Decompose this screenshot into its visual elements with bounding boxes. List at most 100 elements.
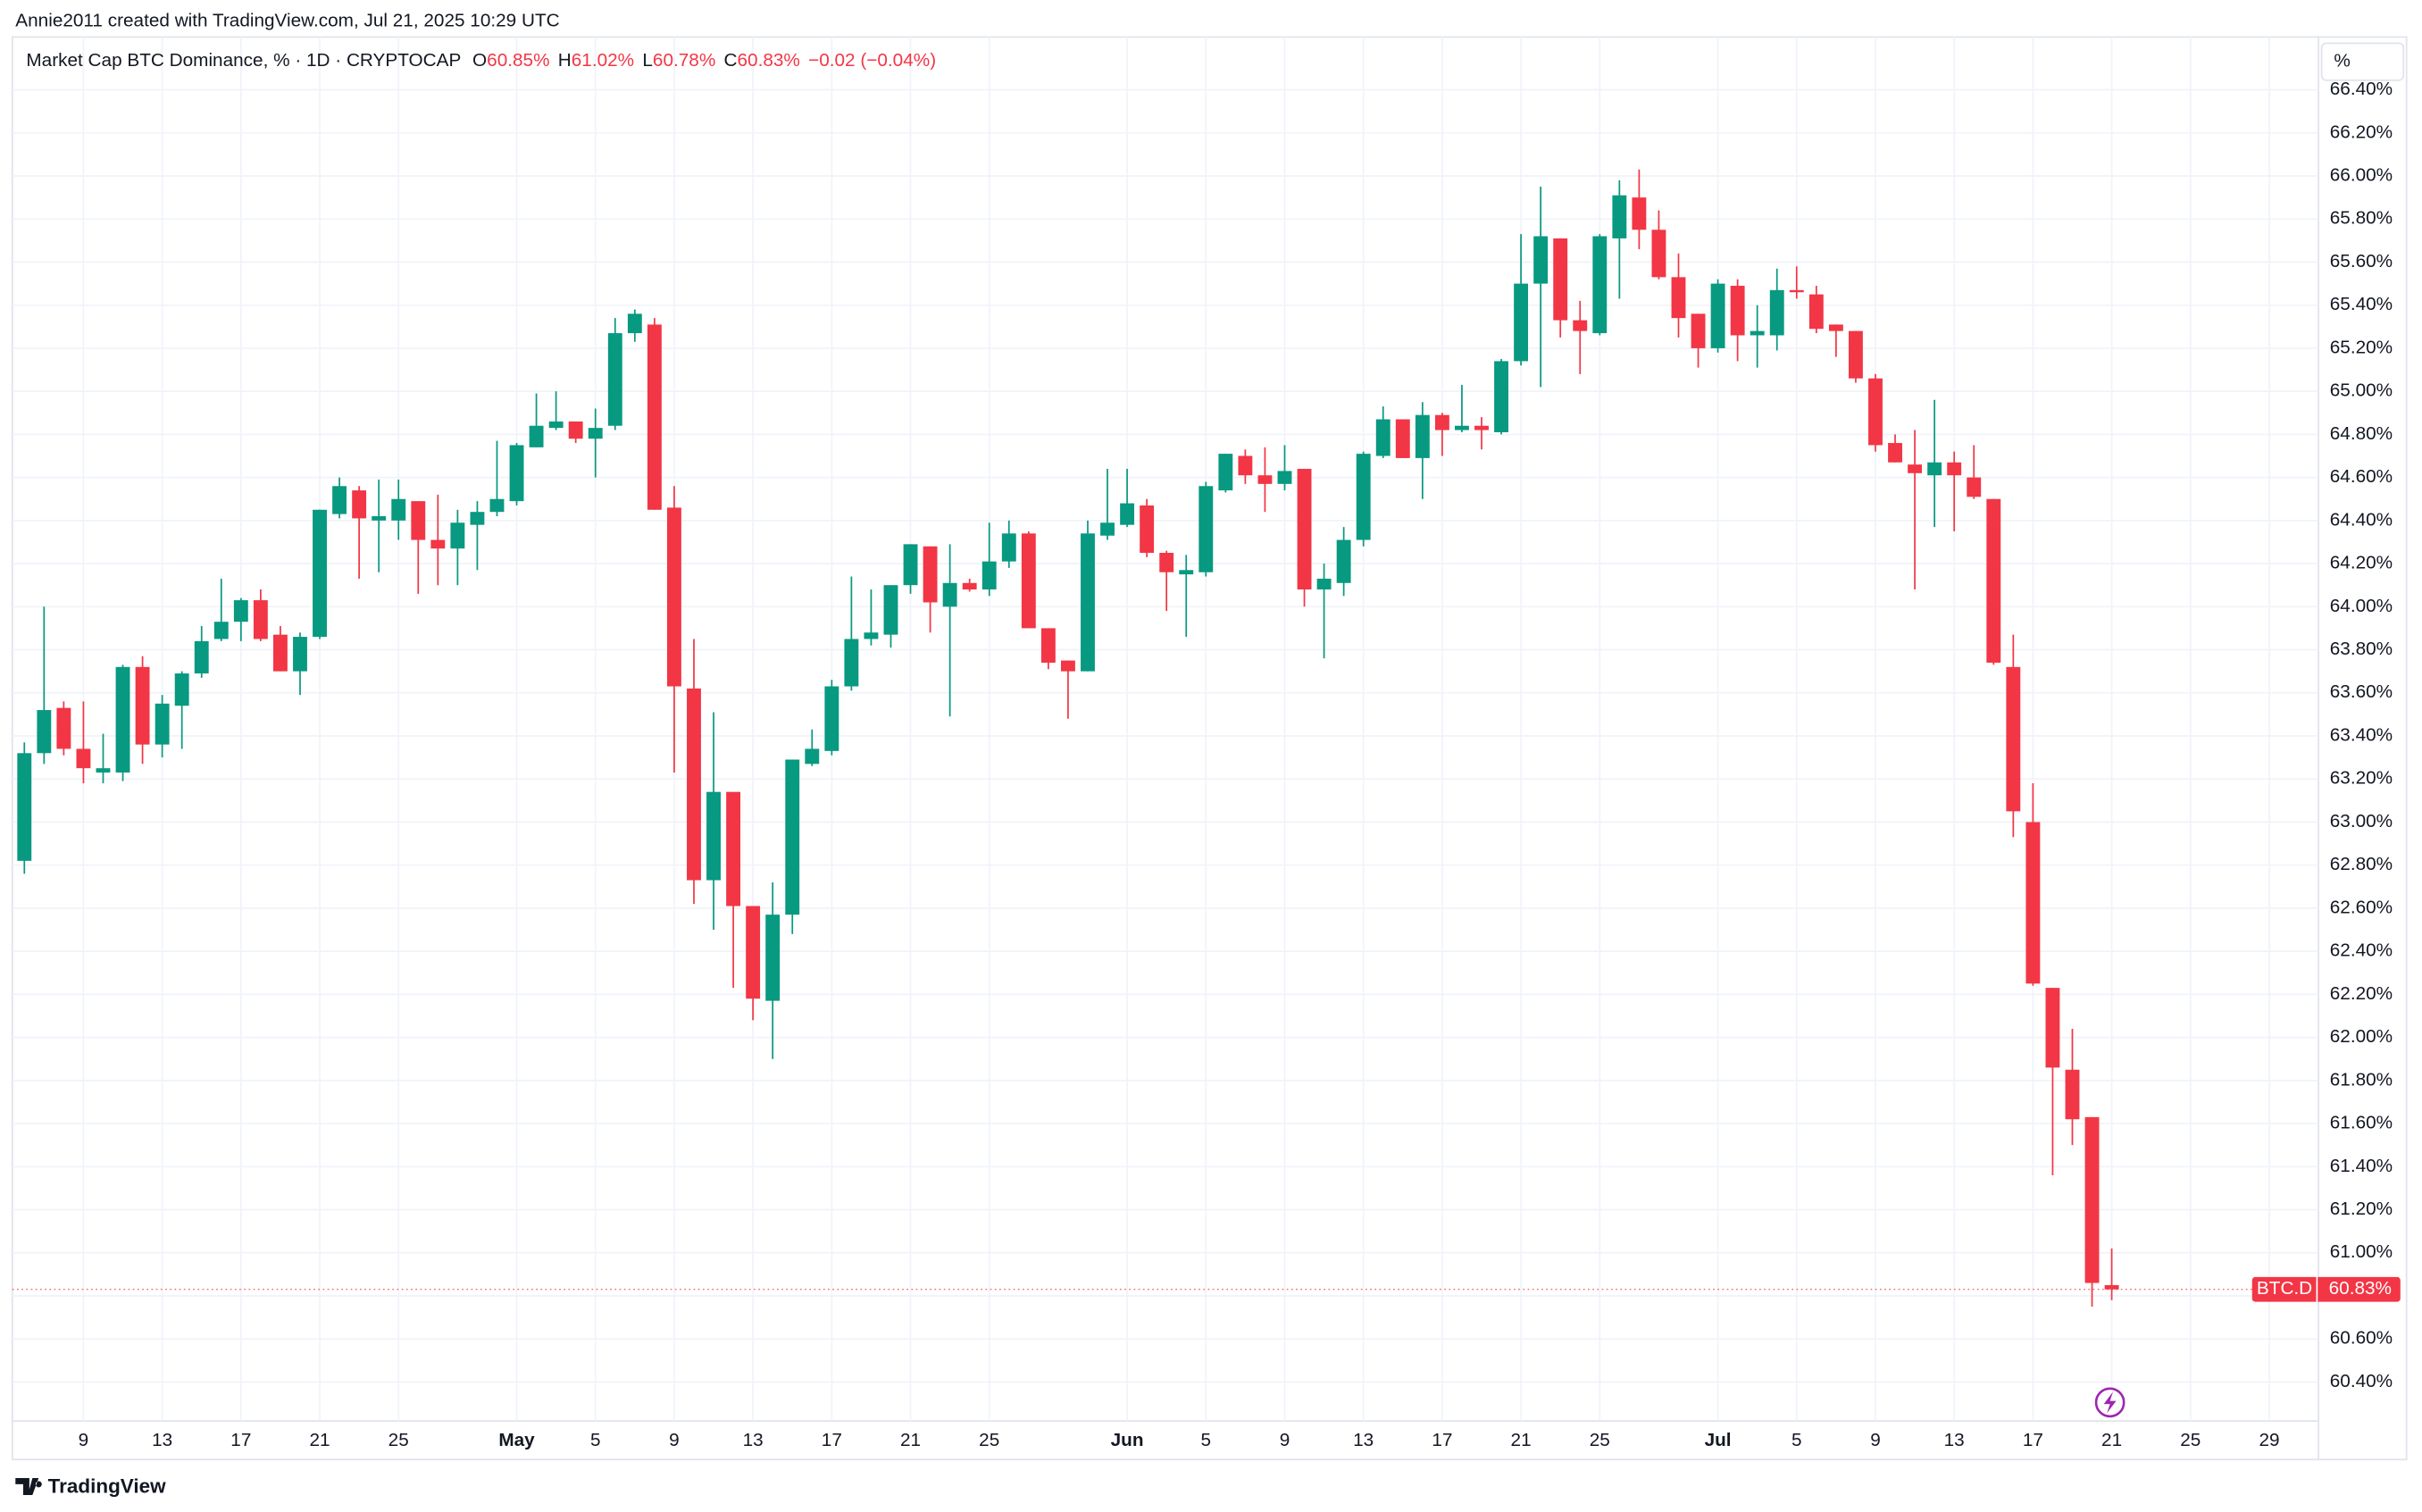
x-tick-label: 5 <box>1201 1430 1212 1450</box>
y-tick-label: 61.20% <box>2330 1199 2393 1219</box>
candle-body <box>568 421 583 439</box>
candle-body <box>1100 522 1115 536</box>
x-tick-label: 13 <box>1944 1430 1965 1450</box>
candle-body <box>1789 289 1804 293</box>
candle-body <box>627 313 642 334</box>
candle-body <box>1612 195 1627 238</box>
price-label-value: 60.83% <box>2329 1278 2392 1299</box>
lightning-bolt[interactable] <box>2103 1391 2117 1414</box>
candle-body <box>332 486 347 514</box>
candle-body <box>2025 822 2041 984</box>
y-tick-label: 61.40% <box>2330 1156 2393 1176</box>
candle-body <box>883 585 898 635</box>
candle-body <box>726 791 741 906</box>
candle-body <box>450 522 465 549</box>
x-tick-label: 21 <box>1511 1430 1532 1450</box>
candle-body <box>903 544 918 586</box>
legend-key: H <box>558 51 572 71</box>
candle-body <box>313 509 327 638</box>
candle-body <box>1651 230 1666 278</box>
candle-body <box>37 710 52 754</box>
brand: TradingView <box>15 1474 166 1497</box>
candle-body <box>1750 330 1765 336</box>
unit-label[interactable]: % <box>2334 51 2350 71</box>
candle-body <box>2084 1116 2100 1283</box>
candle-body <box>1395 419 1410 458</box>
y-tick-label: 63.80% <box>2330 639 2393 659</box>
candle-body <box>1691 313 1706 348</box>
candle-body <box>56 707 71 749</box>
candle-body <box>1947 462 1962 476</box>
x-tick-label: 9 <box>669 1430 680 1450</box>
candle-body <box>666 507 681 687</box>
legend-key: O <box>472 51 487 71</box>
x-tick-label: 25 <box>1590 1430 1610 1450</box>
x-tick-label: 9 <box>1280 1430 1290 1450</box>
candle-body <box>272 634 288 672</box>
y-tick-label: 64.00% <box>2330 596 2393 616</box>
candle-body <box>115 666 130 773</box>
candle-body <box>1808 294 1824 330</box>
price-label-bg <box>2251 1276 2401 1302</box>
y-tick-label: 63.20% <box>2330 768 2393 789</box>
x-tick-label: 21 <box>900 1430 921 1450</box>
brand-logo <box>15 1477 42 1495</box>
y-tick-label: 66.00% <box>2330 164 2393 185</box>
candle-body <box>746 906 761 999</box>
candle-body <box>607 333 622 426</box>
y-tick-label: 65.80% <box>2330 208 2393 229</box>
candle-body <box>1218 454 1233 491</box>
legend-value: 60.83% <box>738 51 800 71</box>
candle-body <box>135 666 150 745</box>
candle-body <box>785 759 800 915</box>
candle-body <box>1888 443 1902 463</box>
candle-body <box>844 639 859 687</box>
x-tick-label: 9 <box>79 1430 89 1450</box>
candle-body <box>372 516 387 521</box>
candle-body <box>2045 988 2060 1068</box>
candle-body <box>1021 533 1036 629</box>
x-tick-label: 5 <box>590 1430 601 1450</box>
candle-body <box>1356 454 1371 540</box>
candle-body <box>1474 425 1489 430</box>
candle-body <box>529 425 544 447</box>
candle-body <box>1120 503 1135 525</box>
candle-body <box>293 637 307 672</box>
candle-body <box>824 686 839 751</box>
y-tick-label: 65.60% <box>2330 251 2393 271</box>
x-tick-label: 13 <box>743 1430 764 1450</box>
y-tick-label: 64.40% <box>2330 509 2393 530</box>
legend-value: 60.85% <box>487 51 549 71</box>
y-tick-label: 63.40% <box>2330 724 2393 745</box>
x-tick-label: 17 <box>230 1430 251 1450</box>
candle-body <box>1415 414 1430 458</box>
candle-body <box>1514 283 1529 362</box>
y-tick-label: 64.20% <box>2330 553 2393 573</box>
lightning-icon[interactable] <box>2094 1387 2126 1418</box>
candle-body <box>647 324 662 510</box>
candle-body <box>805 748 820 764</box>
candle-body <box>1573 320 1588 331</box>
x-tick-label: 9 <box>1870 1430 1881 1450</box>
unit-button[interactable] <box>2320 42 2405 81</box>
legend-key: C <box>724 51 738 71</box>
candle-body <box>96 768 111 773</box>
candle-body <box>1081 533 1095 672</box>
y-tick-label: 62.00% <box>2330 1026 2393 1047</box>
candle-body <box>864 632 879 639</box>
y-tick-label: 62.20% <box>2330 983 2393 1004</box>
candle-body <box>687 688 701 881</box>
candle-body <box>1375 419 1391 456</box>
candle-body <box>233 600 248 622</box>
candle-body <box>1494 361 1508 432</box>
candle-body <box>194 640 209 674</box>
y-tick-label: 65.40% <box>2330 294 2393 314</box>
y-tick-label: 65.20% <box>2330 337 2393 357</box>
chart-header: Market Cap BTC Dominance, % · 1D · CRYPT… <box>26 51 936 71</box>
y-tick-label: 62.40% <box>2330 940 2393 961</box>
x-tick-label: 13 <box>152 1430 172 1450</box>
candle-body <box>1238 455 1253 476</box>
